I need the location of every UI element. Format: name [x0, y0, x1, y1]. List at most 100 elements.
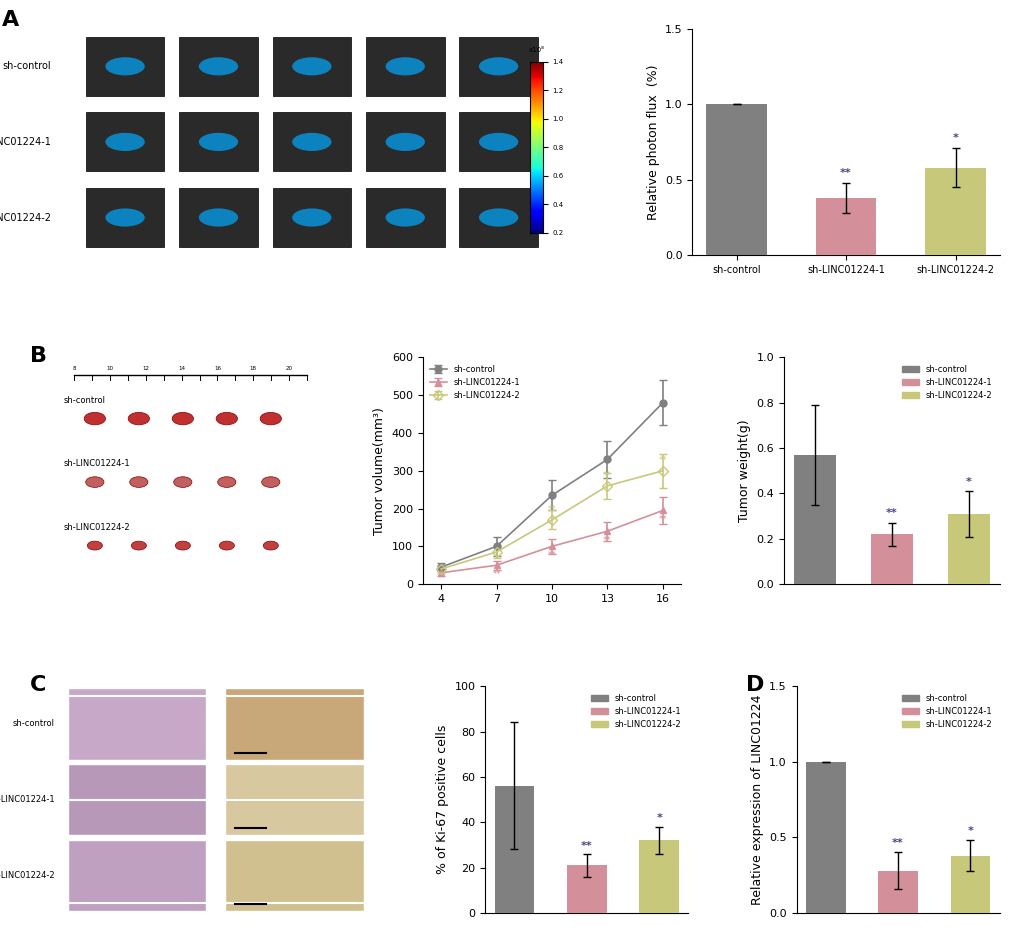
Legend: sh-control, sh-LINC01224-1, sh-LINC01224-2: sh-control, sh-LINC01224-1, sh-LINC01224… — [898, 361, 995, 403]
Text: **: ** — [658, 456, 666, 465]
Ellipse shape — [260, 413, 281, 425]
Text: sh-LINC01224-2: sh-LINC01224-2 — [0, 871, 55, 880]
Legend: sh-control, sh-LINC01224-1, sh-LINC01224-2: sh-control, sh-LINC01224-1, sh-LINC01224… — [587, 690, 684, 732]
Text: **: ** — [602, 535, 611, 545]
Ellipse shape — [217, 476, 235, 488]
Circle shape — [385, 208, 425, 226]
Bar — [494, 786, 534, 913]
Bar — [793, 455, 836, 584]
Text: A: A — [2, 10, 19, 30]
Bar — [567, 865, 606, 913]
Text: 18: 18 — [250, 366, 257, 371]
Circle shape — [291, 133, 331, 151]
Text: sh-control: sh-control — [3, 61, 51, 71]
Ellipse shape — [128, 413, 150, 425]
Text: **: ** — [547, 505, 555, 514]
Y-axis label: Tumor weight(g): Tumor weight(g) — [737, 419, 750, 522]
Text: 12: 12 — [143, 366, 149, 371]
Circle shape — [291, 208, 331, 226]
Bar — [459, 37, 537, 96]
Bar — [366, 37, 444, 96]
Text: x10⁸: x10⁸ — [528, 48, 544, 53]
Bar — [366, 112, 444, 171]
Bar — [67, 840, 206, 911]
Text: D: D — [745, 675, 763, 695]
Circle shape — [479, 208, 518, 226]
Ellipse shape — [216, 413, 237, 425]
Legend: sh-control, sh-LINC01224-1, sh-LINC01224-2: sh-control, sh-LINC01224-1, sh-LINC01224… — [426, 361, 523, 403]
Legend: sh-control, sh-LINC01224-1, sh-LINC01224-2: sh-control, sh-LINC01224-1, sh-LINC01224… — [898, 690, 995, 732]
Bar — [272, 112, 351, 171]
Ellipse shape — [219, 541, 234, 550]
Ellipse shape — [129, 476, 148, 488]
Ellipse shape — [85, 413, 105, 425]
Text: C: C — [30, 675, 46, 695]
Bar — [947, 514, 988, 584]
Bar — [179, 112, 258, 171]
Bar — [179, 37, 258, 96]
Ellipse shape — [173, 476, 192, 488]
Text: **: ** — [602, 472, 611, 480]
Circle shape — [291, 57, 331, 75]
Bar — [459, 188, 537, 247]
Ellipse shape — [175, 541, 191, 550]
Text: **: ** — [886, 509, 897, 518]
Text: sh-LINC01224-2: sh-LINC01224-2 — [0, 212, 51, 223]
Ellipse shape — [172, 413, 194, 425]
Bar — [67, 689, 206, 760]
Ellipse shape — [262, 476, 279, 488]
Bar — [67, 764, 206, 835]
Bar — [225, 689, 364, 760]
Y-axis label: Tumor volume(mm³): Tumor volume(mm³) — [373, 407, 386, 534]
Bar — [225, 840, 364, 911]
Bar — [924, 167, 984, 255]
Text: **: ** — [840, 168, 851, 178]
Text: *: * — [967, 825, 972, 836]
Circle shape — [105, 57, 145, 75]
Bar — [815, 198, 875, 255]
Text: *: * — [952, 133, 958, 144]
Bar — [225, 764, 364, 835]
Circle shape — [479, 133, 518, 151]
Bar — [179, 188, 258, 247]
Text: **: ** — [547, 551, 555, 560]
Circle shape — [199, 208, 237, 226]
Ellipse shape — [131, 541, 147, 550]
Text: **: ** — [492, 570, 500, 578]
Circle shape — [199, 57, 237, 75]
Text: *: * — [655, 813, 661, 824]
Circle shape — [105, 133, 145, 151]
Text: sh-LINC01224-1: sh-LINC01224-1 — [0, 137, 51, 146]
Ellipse shape — [86, 476, 104, 488]
Text: sh-control: sh-control — [64, 396, 106, 405]
Text: 10: 10 — [106, 366, 113, 371]
Text: 8: 8 — [72, 366, 75, 371]
Ellipse shape — [263, 541, 278, 550]
Bar — [706, 104, 766, 255]
Bar — [86, 188, 164, 247]
Text: *: * — [965, 476, 971, 487]
Circle shape — [479, 57, 518, 75]
Y-axis label: % of Ki-67 positive cells: % of Ki-67 positive cells — [435, 725, 448, 874]
Bar — [877, 870, 917, 913]
Text: 14: 14 — [178, 366, 184, 371]
Bar — [366, 188, 444, 247]
Bar — [86, 37, 164, 96]
Circle shape — [199, 133, 237, 151]
Bar — [272, 37, 351, 96]
Y-axis label: Relative expression of LINC01224: Relative expression of LINC01224 — [750, 694, 763, 904]
Bar — [950, 856, 989, 913]
Text: sh-control: sh-control — [13, 720, 55, 728]
Circle shape — [105, 208, 145, 226]
Text: sh-LINC01224-1: sh-LINC01224-1 — [64, 459, 130, 469]
Bar — [639, 841, 679, 913]
Bar — [459, 112, 537, 171]
Text: sh-LINC01224-2: sh-LINC01224-2 — [64, 523, 130, 532]
Text: B: B — [31, 346, 47, 366]
Circle shape — [385, 57, 425, 75]
Y-axis label: Relative photon flux  (%): Relative photon flux (%) — [646, 64, 659, 220]
Ellipse shape — [88, 541, 102, 550]
Text: sh-LINC01224-1: sh-LINC01224-1 — [0, 795, 55, 805]
Circle shape — [385, 133, 425, 151]
Text: **: ** — [581, 841, 592, 850]
